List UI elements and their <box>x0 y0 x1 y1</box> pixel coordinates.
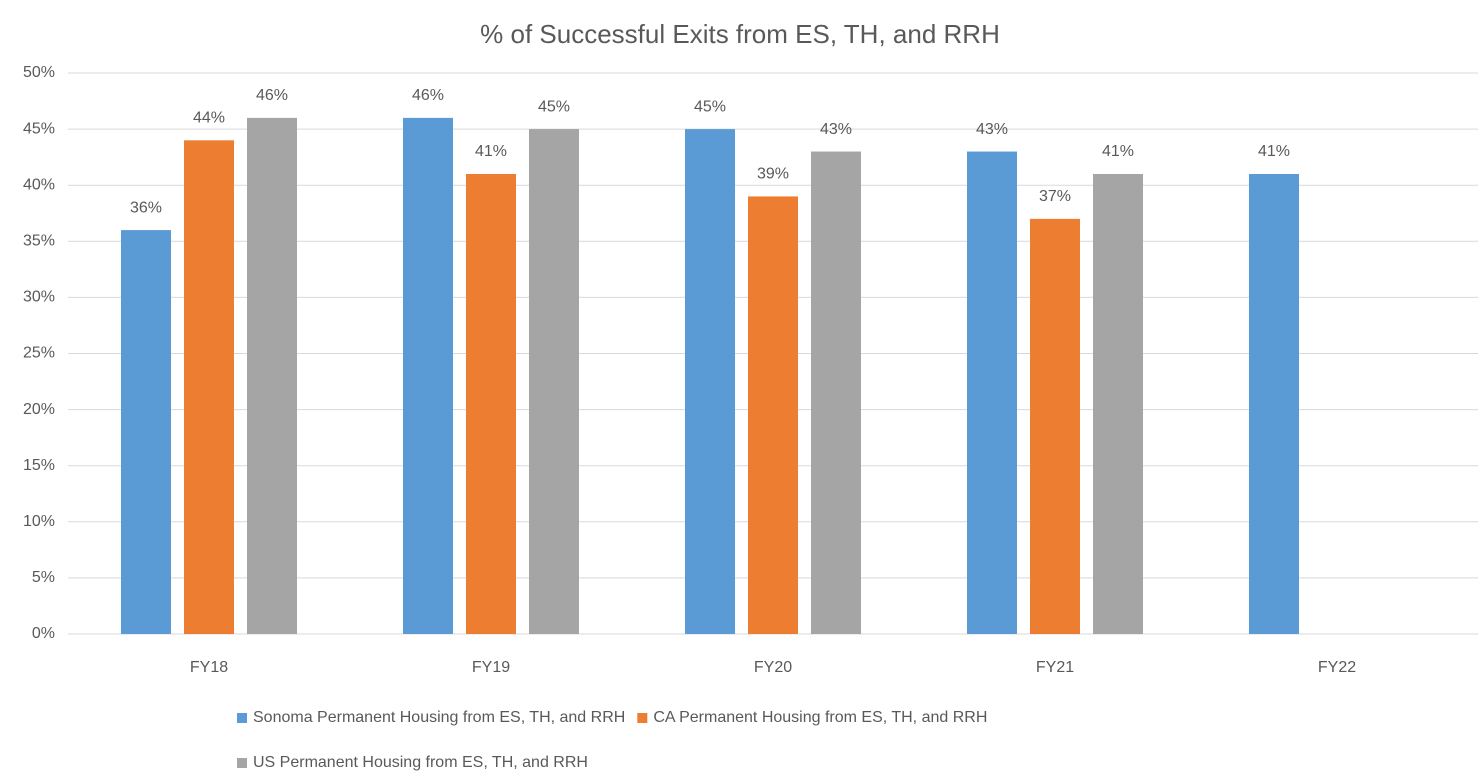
bar <box>1249 173 1299 635</box>
bar <box>811 151 861 635</box>
data-label: 36% <box>130 199 162 216</box>
legend-label: CA Permanent Housing from ES, TH, and RR… <box>653 709 987 726</box>
y-tick-label: 45% <box>23 120 55 137</box>
y-tick-label: 20% <box>23 401 55 418</box>
bar <box>1030 218 1080 635</box>
data-label: 43% <box>976 121 1008 138</box>
data-label: 45% <box>538 98 570 115</box>
bar <box>529 129 579 634</box>
legend-swatch <box>637 713 648 723</box>
bar <box>403 117 453 634</box>
legend-label: US Permanent Housing from ES, TH, and RR… <box>253 754 588 771</box>
bar <box>466 173 516 635</box>
y-tick-label: 0% <box>32 625 55 642</box>
bar <box>247 117 297 634</box>
bar <box>1093 173 1143 635</box>
x-tick-label: FY20 <box>754 659 792 676</box>
legend-swatch <box>237 713 247 723</box>
data-label: 44% <box>193 110 225 127</box>
bar <box>121 230 171 634</box>
y-tick-label: 25% <box>23 345 55 362</box>
y-tick-label: 5% <box>32 569 55 586</box>
legend-label: Sonoma Permanent Housing from ES, TH, an… <box>253 709 625 726</box>
x-tick-label: FY21 <box>1036 659 1074 676</box>
x-tick-label: FY22 <box>1318 659 1356 676</box>
y-tick-label: 15% <box>23 457 55 474</box>
y-tick-label: 35% <box>23 233 55 250</box>
y-tick-label: 10% <box>23 513 55 530</box>
legend-swatch <box>237 758 247 768</box>
y-tick-label: 40% <box>23 176 55 193</box>
bar <box>685 129 735 634</box>
data-label: 41% <box>1258 143 1290 160</box>
data-label: 41% <box>475 143 507 160</box>
bar <box>748 196 798 635</box>
data-label: 45% <box>694 98 726 115</box>
bar <box>967 151 1017 635</box>
x-tick-label: FY19 <box>472 659 510 676</box>
chart-title: % of Successful Exits from ES, TH, and R… <box>480 19 1000 49</box>
data-label: 37% <box>1039 188 1071 205</box>
data-label: 46% <box>256 87 288 104</box>
data-label: 41% <box>1102 143 1134 160</box>
y-tick-label: 50% <box>23 64 55 81</box>
data-label: 39% <box>757 166 789 183</box>
y-tick-label: 30% <box>23 289 55 306</box>
data-label: 43% <box>820 121 852 138</box>
bar <box>184 140 234 634</box>
x-tick-label: FY18 <box>190 659 228 676</box>
data-label: 46% <box>412 87 444 104</box>
